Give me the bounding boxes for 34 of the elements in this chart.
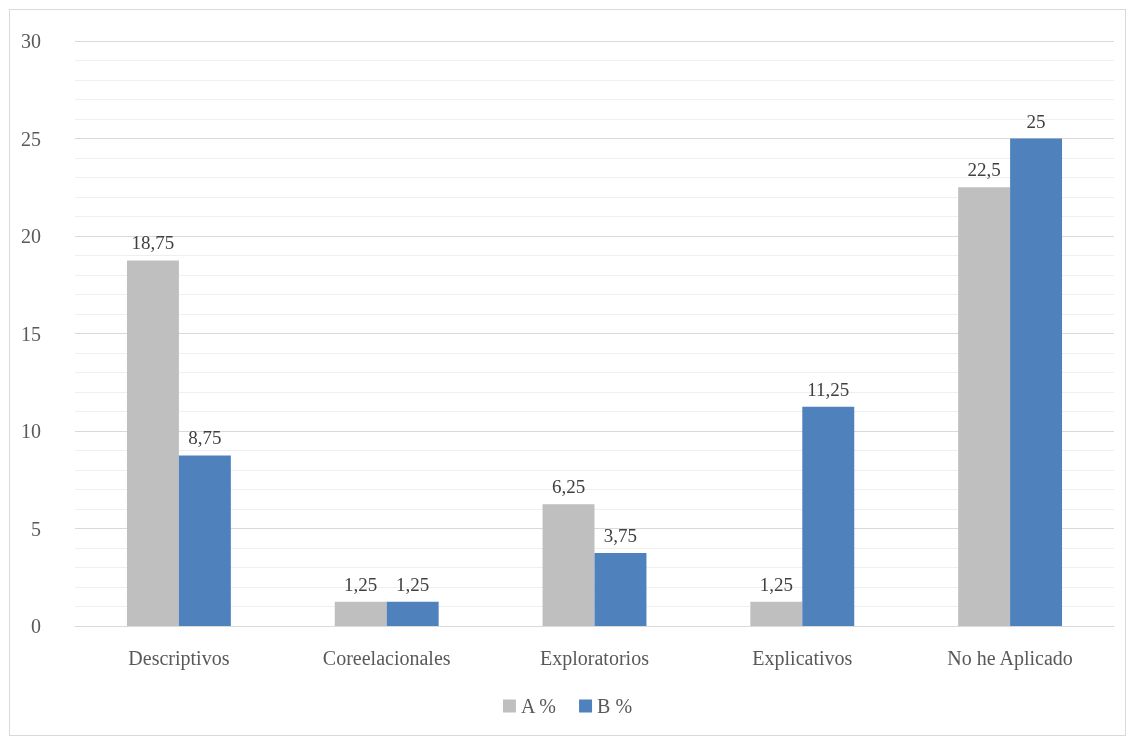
- x-tick-label: Descriptivos: [128, 647, 230, 670]
- data-label: 22,5: [967, 159, 1001, 181]
- data-label: 18,75: [131, 232, 175, 254]
- data-label: 1,25: [396, 573, 430, 595]
- legend-label: B %: [597, 695, 633, 717]
- y-tick-label: 30: [21, 30, 41, 52]
- bar: [178, 455, 231, 626]
- data-label: 6,25: [551, 476, 586, 498]
- y-tick-label: 0: [31, 615, 41, 637]
- bar: [386, 601, 439, 626]
- bar: [542, 504, 595, 626]
- data-label: 3,75: [603, 524, 638, 546]
- bar: [126, 260, 179, 626]
- bar: [958, 187, 1011, 626]
- data-label: 8,75: [188, 427, 222, 449]
- y-tick-label: 10: [21, 420, 41, 442]
- y-tick-label: 5: [31, 517, 41, 540]
- bar: [334, 601, 387, 626]
- y-tick-label: 20: [21, 225, 41, 247]
- data-label: 25: [1026, 110, 1046, 132]
- y-tick-label: 25: [21, 127, 41, 150]
- x-tick-label: No he Aplicado: [947, 647, 1073, 670]
- data-label: 1,25: [344, 573, 378, 595]
- bar: [802, 406, 855, 626]
- x-tick-label: Exploratorios: [540, 647, 650, 670]
- bar: [1010, 138, 1063, 626]
- data-label: 1,25: [759, 573, 793, 595]
- x-tick-label: Explicativos: [752, 647, 853, 670]
- legend-label: A %: [520, 695, 556, 717]
- bar: [750, 601, 803, 626]
- data-label: 11,25: [807, 378, 850, 400]
- y-tick-label: 15: [21, 322, 41, 345]
- bar: [594, 552, 647, 626]
- x-tick-label: Coreelacionales: [322, 647, 451, 669]
